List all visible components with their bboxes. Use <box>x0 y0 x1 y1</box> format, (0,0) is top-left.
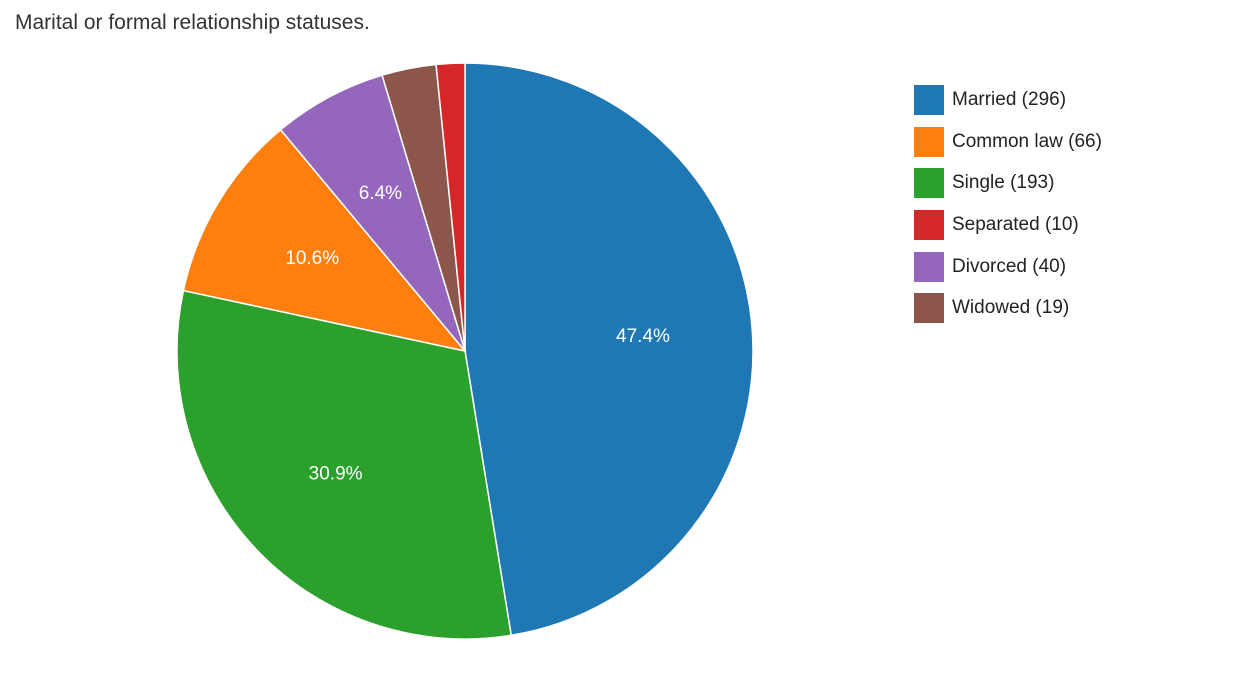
legend-label: Single (193) <box>952 172 1055 194</box>
legend-item-widowed[interactable]: Widowed (19) <box>914 293 1102 324</box>
pie-slice-single[interactable] <box>176 289 513 640</box>
pie-slice-divorced[interactable] <box>279 74 466 352</box>
legend-label: Married (296) <box>952 89 1067 110</box>
legend-item-single[interactable]: Single (193) <box>914 168 1102 199</box>
legend-item-separated[interactable]: Separated (10) <box>914 210 1102 241</box>
slice-label-common-law: 10.6% <box>285 248 339 269</box>
legend-swatch <box>914 126 944 157</box>
legend-label: Common law (66) <box>952 130 1102 152</box>
legend-swatch <box>914 168 944 199</box>
chart-title: Marital or formal relationship statuses. <box>15 11 370 34</box>
legend-label: Divorced (40) <box>952 255 1067 277</box>
pie-slice-common-law[interactable] <box>182 128 467 353</box>
legend-swatch <box>914 293 944 324</box>
slice-label-single: 30.9% <box>309 464 363 485</box>
legend-label: Widowed (19) <box>952 297 1070 319</box>
legend-item-married[interactable]: Married (296) <box>914 85 1102 115</box>
legend-swatch <box>914 251 944 282</box>
legend-swatch <box>914 210 944 241</box>
pie-slice-married[interactable] <box>464 62 754 637</box>
pie-slice-separated[interactable] <box>435 62 466 352</box>
legend-item-common-law[interactable]: Common law (66) <box>914 126 1102 157</box>
legend-swatch <box>914 85 944 115</box>
legend-label: Separated (10) <box>952 214 1079 236</box>
slice-label-divorced: 6.4% <box>359 183 402 204</box>
legend-item-divorced[interactable]: Divorced (40) <box>914 251 1102 282</box>
legend: Married (296) Common law (66) Single (19… <box>914 85 1102 335</box>
slice-label-married: 47.4% <box>616 326 670 347</box>
